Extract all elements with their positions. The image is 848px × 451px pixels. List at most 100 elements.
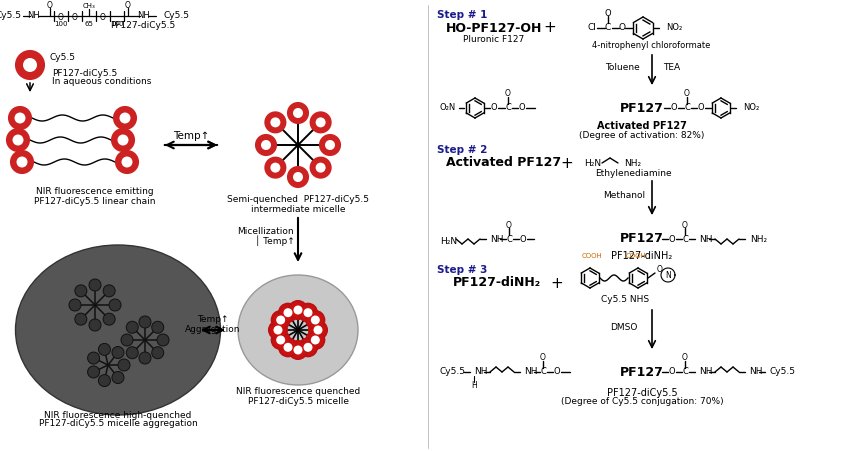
Text: PF127-diCy5.5: PF127-diCy5.5 (109, 22, 175, 31)
Text: 4-nitrophenyl chloroformate: 4-nitrophenyl chloroformate (592, 41, 710, 51)
Text: O: O (554, 368, 561, 377)
Text: NH: NH (524, 368, 538, 377)
Text: PF127-diCy5.5 micelle: PF127-diCy5.5 micelle (248, 396, 349, 405)
Text: +: + (561, 156, 573, 170)
Text: Cy5.5: Cy5.5 (50, 54, 76, 63)
Text: NH: NH (137, 11, 150, 20)
Text: Cl: Cl (587, 23, 596, 32)
Text: O: O (125, 1, 131, 10)
Text: Semi-quenched  PF127-diCy5.5: Semi-quenched PF127-diCy5.5 (227, 195, 369, 204)
Text: PF127: PF127 (620, 365, 664, 378)
Text: Step # 3: Step # 3 (437, 265, 488, 275)
Circle shape (152, 347, 164, 359)
Text: O: O (605, 9, 611, 18)
Circle shape (288, 103, 308, 123)
Circle shape (87, 366, 99, 378)
Circle shape (11, 151, 33, 173)
Circle shape (112, 129, 134, 151)
Text: C: C (682, 368, 688, 377)
Text: C: C (682, 235, 688, 244)
Circle shape (276, 336, 285, 345)
Text: Toluene: Toluene (605, 64, 639, 73)
Text: C: C (505, 103, 511, 112)
Text: O: O (669, 235, 675, 244)
Text: HO-PF127-OH: HO-PF127-OH (446, 22, 542, 34)
Circle shape (118, 359, 130, 371)
Text: NH₂: NH₂ (750, 235, 767, 244)
Text: Cy5.5: Cy5.5 (164, 11, 190, 20)
Text: Cy5.5: Cy5.5 (0, 11, 22, 20)
Text: │ Temp↑: │ Temp↑ (255, 236, 295, 246)
Circle shape (299, 338, 317, 356)
Text: +: + (550, 276, 563, 290)
Circle shape (311, 336, 320, 345)
Circle shape (256, 135, 276, 155)
Text: O: O (698, 103, 705, 112)
Circle shape (274, 326, 282, 335)
Circle shape (152, 321, 164, 333)
Text: NH: NH (749, 368, 762, 377)
Circle shape (265, 112, 286, 133)
Text: O: O (47, 1, 53, 10)
Text: Micellization: Micellization (237, 227, 293, 236)
Circle shape (310, 112, 331, 133)
Text: NH: NH (699, 235, 712, 244)
Text: intermediate micelle: intermediate micelle (251, 204, 345, 213)
Circle shape (315, 117, 326, 127)
Text: O: O (100, 14, 106, 23)
Text: PF127-diCy5.5: PF127-diCy5.5 (606, 388, 678, 398)
Circle shape (304, 308, 313, 317)
Circle shape (98, 343, 110, 355)
Circle shape (112, 346, 124, 359)
Text: O: O (491, 103, 497, 112)
Circle shape (314, 326, 322, 335)
Circle shape (289, 341, 307, 359)
Text: H₂N: H₂N (440, 236, 457, 245)
Text: PF127-diNH₂: PF127-diNH₂ (611, 251, 672, 261)
Text: CH₃: CH₃ (82, 3, 95, 9)
Circle shape (89, 279, 101, 291)
Text: 65: 65 (85, 21, 93, 27)
Text: C: C (605, 23, 611, 32)
Text: 100: 100 (54, 21, 68, 27)
Text: Activated PF127: Activated PF127 (446, 156, 561, 170)
Circle shape (139, 352, 151, 364)
Circle shape (293, 108, 303, 118)
Text: Step # 2: Step # 2 (437, 145, 488, 155)
Circle shape (69, 299, 81, 311)
Circle shape (118, 134, 129, 146)
Text: Cy5.5 NHS: Cy5.5 NHS (601, 295, 649, 304)
Circle shape (320, 135, 340, 155)
Text: (Degree of activation: 82%): (Degree of activation: 82%) (579, 130, 705, 139)
Circle shape (112, 372, 124, 383)
Text: O: O (520, 235, 527, 244)
Text: C: C (540, 368, 546, 377)
Text: O: O (682, 221, 688, 230)
Circle shape (23, 58, 37, 72)
Circle shape (271, 311, 290, 329)
Circle shape (89, 319, 101, 331)
Circle shape (120, 112, 131, 124)
Circle shape (309, 321, 327, 339)
Text: PF127: PF127 (620, 101, 664, 115)
Text: Cy5.5: Cy5.5 (440, 368, 466, 377)
Circle shape (103, 313, 115, 325)
Circle shape (293, 345, 303, 354)
Circle shape (311, 316, 320, 325)
Text: NIR fluorescence high-quenched: NIR fluorescence high-quenched (44, 410, 192, 419)
Text: O: O (540, 354, 546, 363)
Text: O: O (671, 103, 678, 112)
Circle shape (279, 304, 297, 322)
Circle shape (116, 151, 138, 173)
Circle shape (315, 163, 326, 173)
Text: NH₂: NH₂ (624, 158, 641, 167)
Text: NH: NH (474, 368, 488, 377)
Circle shape (98, 375, 110, 387)
Text: N: N (665, 271, 671, 280)
Text: Methanol: Methanol (603, 192, 645, 201)
Circle shape (299, 304, 317, 322)
Circle shape (126, 321, 138, 333)
Text: O: O (682, 354, 688, 363)
Circle shape (271, 117, 281, 127)
Circle shape (310, 158, 331, 178)
